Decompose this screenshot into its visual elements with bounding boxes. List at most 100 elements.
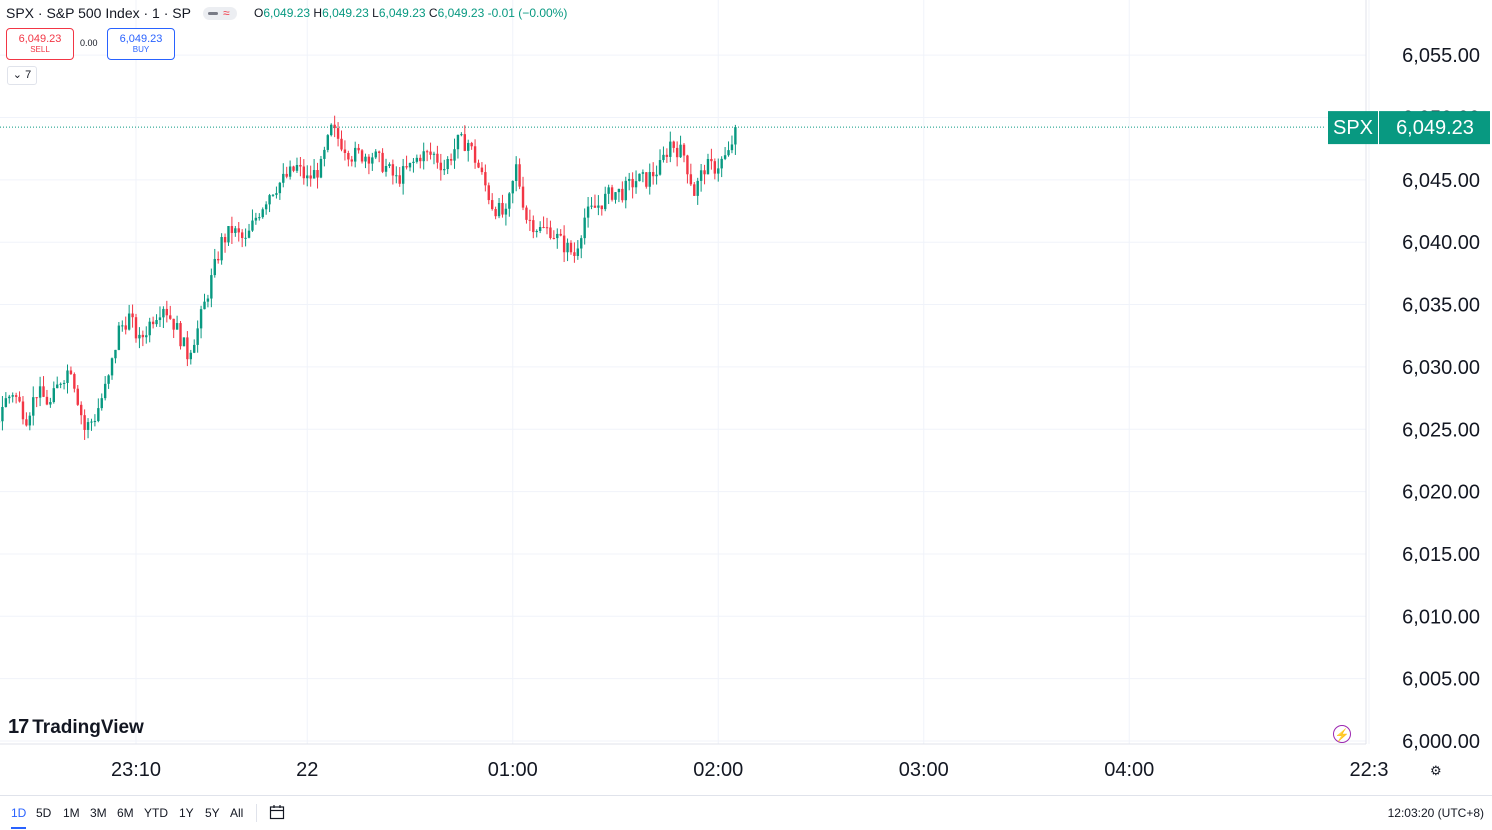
y-tick-label: 6,020.00: [1402, 482, 1480, 504]
range-6m[interactable]: 6M: [117, 806, 134, 820]
candle-body: [542, 227, 544, 228]
candle-body: [515, 164, 517, 181]
candle-body: [111, 358, 113, 375]
candle-body: [70, 370, 72, 374]
candle-body: [494, 209, 496, 216]
candle-body: [87, 422, 89, 430]
candle-body: [248, 231, 250, 238]
candle-body: [282, 174, 284, 183]
candle-body: [152, 322, 154, 324]
candle-body: [138, 335, 140, 339]
candle-body: [231, 226, 233, 233]
candle-body: [145, 335, 147, 337]
candle-body: [618, 189, 620, 192]
candle-body: [176, 323, 178, 330]
candle-body: [470, 143, 472, 146]
candle-body: [625, 181, 627, 200]
candle-body: [244, 238, 246, 239]
candle-body: [375, 151, 377, 157]
candle-body: [498, 203, 500, 216]
candle-body: [39, 386, 41, 397]
candle-body: [251, 221, 253, 231]
candle-body: [172, 319, 174, 330]
candle-body: [166, 309, 168, 315]
candle-body: [508, 193, 510, 208]
clock[interactable]: 12:03:20 (UTC+8): [1388, 806, 1484, 820]
y-tick-label: 6,010.00: [1402, 606, 1480, 628]
bottom-toolbar: 1D 5D 1M 3M 6M YTD 1Y 5Y All 12:03:20 (U…: [0, 795, 1492, 830]
collapse-button[interactable]: ⌄ 7: [7, 66, 37, 85]
range-1y[interactable]: 1Y: [179, 806, 194, 820]
candle-body: [258, 217, 260, 218]
candle-body: [32, 397, 34, 415]
candle-body: [29, 416, 31, 426]
range-all[interactable]: All: [230, 806, 243, 820]
x-tick-label: 02:00: [693, 759, 743, 781]
candlestick-chart[interactable]: 6,000.006,005.006,010.006,015.006,020.00…: [0, 0, 1492, 795]
candle-body: [464, 134, 466, 151]
candle-body: [268, 195, 270, 204]
candle-body: [262, 209, 264, 217]
sell-button[interactable]: 6,049.23 SELL: [6, 28, 74, 60]
candle-body: [203, 302, 205, 310]
candle-body: [429, 152, 431, 155]
candle-body: [340, 139, 342, 150]
candle-body: [351, 159, 353, 161]
candle-body: [361, 150, 363, 161]
candle-body: [224, 237, 226, 242]
candle-body: [190, 353, 192, 359]
candle-body: [94, 421, 96, 422]
candle-body: [577, 248, 579, 255]
candle-body: [532, 220, 534, 232]
candle-body: [642, 172, 644, 174]
candle-body: [107, 375, 109, 383]
candle-body: [522, 187, 524, 208]
candle-body: [638, 174, 640, 181]
candle-body: [546, 227, 548, 228]
candle-body: [484, 172, 486, 185]
y-tick-label: 6,045.00: [1402, 170, 1480, 192]
indicator-toggle[interactable]: ≈: [203, 7, 237, 20]
symbol-title[interactable]: SPX · S&P 500 Index · 1 · SP: [6, 5, 191, 21]
settings-icon[interactable]: ⚙: [1430, 763, 1442, 779]
candle-body: [364, 157, 366, 162]
candle-body: [690, 174, 692, 184]
chevron-down-icon: ⌄: [13, 69, 22, 81]
lightning-icon[interactable]: ⚡: [1333, 725, 1351, 743]
last-price-value: 6,049.23: [1396, 117, 1474, 139]
y-tick-label: 6,025.00: [1402, 419, 1480, 441]
candle-body: [724, 155, 726, 159]
candle-body: [697, 181, 699, 196]
candle-body: [621, 189, 623, 200]
candle-body: [347, 153, 349, 159]
candle-body: [518, 164, 520, 186]
range-1m[interactable]: 1M: [63, 806, 80, 820]
calendar-icon[interactable]: [269, 804, 285, 820]
candle-body: [73, 374, 75, 389]
candle-body: [265, 204, 267, 209]
range-ytd[interactable]: YTD: [144, 806, 168, 820]
range-1d[interactable]: 1D: [11, 806, 26, 820]
candle-body: [460, 134, 462, 135]
range-5y[interactable]: 5Y: [205, 806, 220, 820]
candle-body: [12, 395, 14, 396]
candle-body: [607, 187, 609, 193]
candle-body: [669, 142, 671, 157]
candle-body: [731, 144, 733, 150]
y-tick-label: 6,005.00: [1402, 669, 1480, 691]
candle-body: [402, 166, 404, 184]
range-3m[interactable]: 3M: [90, 806, 107, 820]
candle-body: [149, 322, 151, 336]
candle-body: [309, 175, 311, 178]
candle-body: [491, 200, 493, 209]
divider: [256, 804, 257, 822]
candle-body: [327, 135, 329, 150]
range-5d[interactable]: 5D: [36, 806, 51, 820]
candle-body: [443, 169, 445, 170]
buy-button[interactable]: 6,049.23 BUY: [107, 28, 175, 60]
candle-body: [15, 395, 17, 397]
candle-body: [505, 209, 507, 215]
candle-body: [457, 135, 459, 149]
candle-body: [580, 238, 582, 248]
